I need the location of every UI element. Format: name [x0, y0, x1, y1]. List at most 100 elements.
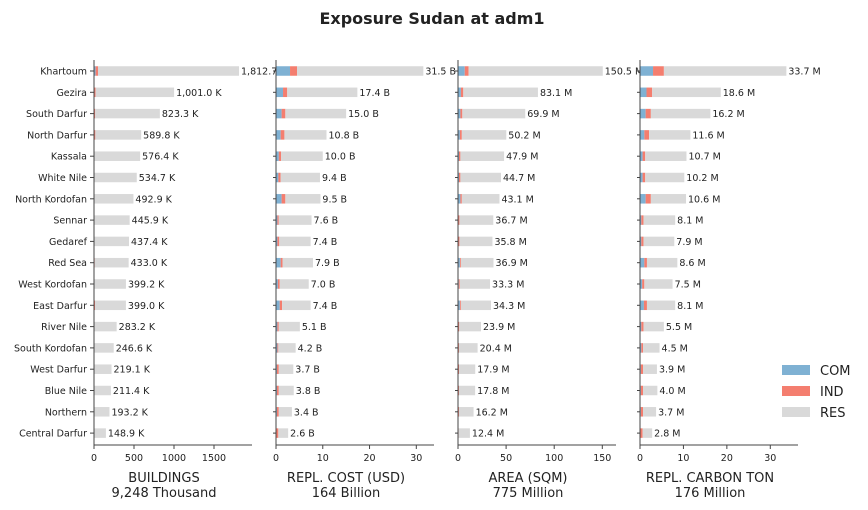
bar-blue-nile-res — [94, 385, 111, 396]
bar-gezira-ind — [460, 87, 464, 98]
x-tick-label: 20 — [363, 453, 375, 464]
bar-sennar-com — [276, 215, 278, 225]
x-axis-total: 775 Million — [493, 486, 564, 501]
bar-khartoum-ind — [290, 66, 298, 76]
category-label-east-darfur: East Darfur — [33, 301, 87, 312]
bar-gezira-res — [463, 87, 538, 98]
value-label: 23.9 M — [483, 322, 515, 333]
bar-north-kordofan-com — [640, 194, 646, 204]
bar-gezira-res — [287, 87, 358, 98]
x-tick-label: 20 — [721, 453, 733, 464]
bar-kassala-com — [276, 151, 279, 161]
bar-northern-res — [643, 407, 657, 417]
value-label: 17.4 B — [359, 88, 390, 99]
value-label: 15.0 B — [348, 109, 379, 120]
bar-south-kordofan-res — [458, 343, 478, 353]
legend-label-ind: IND — [820, 385, 844, 400]
value-label: 445.9 K — [132, 216, 169, 227]
category-label-river-nile: River Nile — [41, 322, 87, 333]
bar-south-darfur-res — [462, 108, 526, 119]
bar-south-kordofan-ind — [641, 343, 644, 353]
value-label: 5.1 B — [302, 322, 327, 333]
bar-north-darfur-res — [284, 130, 327, 140]
value-label: 10.2 M — [686, 173, 718, 184]
bar-north-kordofan-res — [285, 194, 321, 204]
value-label: 3.9 M — [659, 365, 685, 376]
bar-khartoum-ind — [464, 66, 469, 76]
bar-white-nile-res — [94, 172, 137, 183]
bar-central-darfur-res — [642, 428, 653, 438]
value-label: 4.2 B — [298, 343, 323, 354]
bar-gedaref-ind — [458, 236, 460, 247]
bar-east-darfur-com — [640, 300, 644, 311]
bar-west-kordofan-res — [94, 279, 126, 289]
bar-gedaref-res — [94, 236, 129, 247]
bar-gedaref-com — [276, 236, 278, 247]
value-label: 150.5 M — [605, 67, 643, 78]
bar-north-darfur-com — [276, 130, 281, 140]
value-label: 4.5 M — [662, 343, 688, 354]
x-axis-label: BUILDINGS — [128, 471, 199, 486]
value-label: 3.8 B — [296, 386, 321, 397]
bar-south-kordofan-res — [94, 343, 114, 353]
category-label-north-kordofan: North Kordofan — [15, 194, 87, 205]
x-axis-total: 9,248 Thousand — [112, 486, 217, 501]
value-label: 33.3 M — [492, 280, 524, 291]
bar-south-darfur-ind — [645, 108, 651, 119]
value-label: 399.0 K — [128, 301, 165, 312]
bar-north-darfur-ind — [94, 130, 96, 140]
bar-blue-nile-res — [458, 385, 476, 396]
value-label: 1,812.7 — [241, 67, 277, 78]
bar-blue-nile-res — [643, 385, 658, 396]
bar-kassala-res — [94, 151, 141, 161]
bar-sennar-res — [94, 215, 130, 225]
bar-red-sea-res — [460, 257, 494, 268]
bar-sennar-ind — [277, 215, 279, 225]
category-label-white-nile: White Nile — [38, 173, 87, 184]
bar-red-sea-com — [458, 257, 460, 268]
value-label: 12.4 M — [472, 429, 504, 440]
value-label: 83.1 M — [540, 88, 572, 99]
x-tick-label: 30 — [764, 453, 776, 464]
bar-north-darfur-com — [640, 130, 645, 140]
x-axis-label: AREA (SQM) — [488, 471, 567, 486]
bar-west-darfur-res — [643, 364, 657, 374]
value-label: 3.7 M — [658, 407, 684, 418]
bar-northern-res — [458, 407, 474, 417]
value-label: 2.8 M — [654, 429, 680, 440]
value-label: 10.6 M — [688, 194, 720, 205]
bar-west-darfur-res — [94, 364, 112, 374]
bar-gedaref-com — [640, 236, 642, 247]
bar-blue-nile-ind — [276, 385, 279, 396]
bar-central-darfur-ind — [640, 428, 643, 438]
value-label: 3.4 B — [294, 407, 319, 418]
bar-gezira-com — [640, 87, 647, 98]
bar-kassala-com — [640, 151, 643, 161]
value-label: 576.4 K — [142, 152, 179, 163]
bar-khartoum-com — [276, 66, 291, 76]
bar-east-darfur-ind — [643, 300, 647, 311]
bar-white-nile-com — [276, 172, 279, 183]
category-label-blue-nile: Blue Nile — [45, 386, 87, 397]
bar-east-darfur-ind — [94, 300, 96, 311]
bar-northern-res — [94, 407, 110, 417]
bar-west-kordofan-res — [279, 279, 309, 289]
bar-red-sea-com — [276, 257, 281, 268]
bar-central-darfur-res — [94, 428, 106, 438]
bar-northern-res — [278, 407, 292, 417]
bar-east-darfur-ind — [459, 300, 461, 311]
value-label: 16.2 M — [712, 109, 744, 120]
value-label: 50.2 M — [508, 130, 540, 141]
bar-east-darfur-com — [276, 300, 280, 311]
bar-north-kordofan-res — [461, 194, 500, 204]
bar-river-nile-res — [459, 321, 481, 332]
bar-west-darfur-res — [459, 364, 476, 374]
bar-river-nile-ind — [641, 321, 644, 332]
bar-west-kordofan-com — [640, 279, 643, 289]
value-label: 34.3 M — [493, 301, 525, 312]
bar-gezira-res — [95, 87, 175, 98]
value-label: 47.9 M — [506, 152, 538, 163]
bar-north-kordofan-com — [276, 194, 282, 204]
bar-south-kordofan-res — [278, 343, 296, 353]
bar-white-nile-com — [640, 172, 643, 183]
